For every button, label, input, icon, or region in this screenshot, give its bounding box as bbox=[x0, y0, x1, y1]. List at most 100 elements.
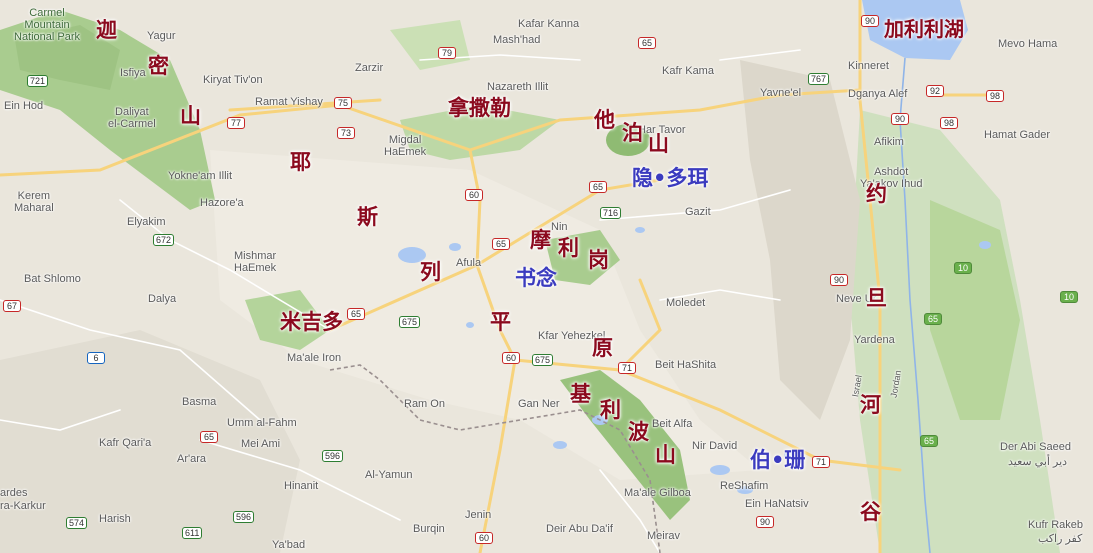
road-shield: 596 bbox=[322, 450, 344, 462]
road-shield: 90 bbox=[891, 113, 909, 125]
place-deir-abu-daif: Deir Abu Da'if bbox=[546, 523, 613, 535]
place-ardes: ardes bbox=[0, 487, 28, 499]
place-nin: Nin bbox=[551, 221, 568, 233]
road-shield: 65 bbox=[347, 308, 365, 320]
place-afikim: Afikim bbox=[874, 136, 904, 148]
road-shield: 675 bbox=[399, 316, 421, 328]
road-shield: 721 bbox=[27, 75, 49, 87]
annotation-gilboa: 利 bbox=[600, 398, 621, 422]
annotation-jordan-valley: 河 bbox=[860, 393, 881, 417]
place-mishmar-haemek: Mishmar HaEmek bbox=[234, 250, 277, 274]
road-shield: 73 bbox=[337, 127, 355, 139]
place-yokneam: Yokne'am Illit bbox=[168, 170, 233, 182]
place-ramat-yishay: Ramat Yishay bbox=[255, 96, 323, 108]
annotation-moreh: 岗 bbox=[588, 248, 609, 272]
place-mashhad: Mash'had bbox=[493, 34, 541, 46]
annotation-jezreel: 平 bbox=[490, 310, 511, 334]
place-hamat-gader: Hamat Gader bbox=[984, 129, 1051, 141]
road-shield: 65 bbox=[492, 238, 510, 250]
annotation-carmel: 山 bbox=[180, 104, 201, 128]
road-shield: 65 bbox=[924, 313, 942, 325]
annotation-moreh: 摩 bbox=[530, 228, 551, 252]
place-harish: Harish bbox=[99, 513, 131, 525]
place-mevo-hama: Mevo Hama bbox=[998, 38, 1058, 50]
place-yardena: Yardena bbox=[854, 334, 895, 346]
place-kerem-maharal: Kerem Maharal bbox=[14, 190, 54, 214]
annotation-gilboa: 山 bbox=[655, 443, 676, 467]
annotation-endor: 隐•多珥 bbox=[632, 166, 709, 190]
road-shield: 98 bbox=[940, 117, 958, 129]
road-shield: 60 bbox=[475, 532, 493, 544]
place-gazit: Gazit bbox=[685, 206, 711, 218]
annotation-bethshan: 伯•珊 bbox=[750, 448, 806, 472]
place-har-tavor: Har Tavor bbox=[638, 124, 686, 136]
place-nir-david: Nir David bbox=[692, 440, 738, 452]
road-shield: 10 bbox=[1060, 291, 1078, 303]
road-shield: 98 bbox=[986, 90, 1004, 102]
place-moledet: Moledet bbox=[666, 297, 706, 309]
place-kufr-rakeb-ar: كفر راكب bbox=[1038, 533, 1083, 545]
place-ashdot: Ashdot Ya'akov Ihud bbox=[860, 166, 923, 190]
annotation-shunem: 书念 bbox=[515, 266, 557, 290]
annotation-jordan-valley: 约 bbox=[866, 182, 887, 206]
annotation-jezreel: 斯 bbox=[357, 205, 378, 229]
road-shield: 79 bbox=[438, 47, 456, 59]
place-carmel-national-park: Carmel Mountain National Park bbox=[14, 7, 81, 43]
annotation-jezreel: 原 bbox=[592, 336, 613, 360]
place-hinanit: Hinanit bbox=[284, 480, 319, 492]
place-maale-iron: Ma'ale Iron bbox=[287, 352, 342, 364]
place-dganya-alef: Dganya Alef bbox=[848, 88, 908, 100]
road-shield: 65 bbox=[920, 435, 938, 447]
place-jenin: Jenin bbox=[465, 509, 492, 521]
road-shield: 90 bbox=[830, 274, 848, 286]
road-shield: 75 bbox=[334, 97, 352, 109]
place-kinneret: Kinneret bbox=[848, 60, 889, 72]
place-burqin: Burqin bbox=[413, 523, 445, 535]
place-basma: Basma bbox=[182, 396, 217, 408]
annotation-moreh: 利 bbox=[558, 236, 579, 260]
place-maale-gilboa: Ma'ale Gilboa bbox=[624, 487, 691, 499]
road-shield: 90 bbox=[756, 516, 774, 528]
road-shield: 10 bbox=[954, 262, 972, 274]
place-daliyat: Daliyat el-Carmel bbox=[108, 106, 156, 130]
annotation-jordan-valley: 旦 bbox=[866, 286, 887, 310]
annotation-tabor: 山 bbox=[648, 132, 669, 156]
road-shield: 67 bbox=[3, 300, 21, 312]
place-nazareth-illit: Nazareth Illit bbox=[487, 81, 549, 93]
place-mei-ami: Mei Ami bbox=[241, 438, 281, 450]
place-umm-al-fahm: Umm al-Fahm bbox=[227, 417, 297, 429]
road-shield: 6 bbox=[87, 352, 105, 364]
place-kfar-yehezkel: Kfar Yehezkel bbox=[538, 330, 606, 342]
annotation-gilboa: 基 bbox=[570, 382, 591, 406]
annotation-gilboa: 波 bbox=[628, 420, 649, 444]
road-shield: 611 bbox=[182, 527, 203, 539]
road-shield: 767 bbox=[808, 73, 830, 85]
place-reshafim: ReShafim bbox=[720, 480, 769, 492]
place-hazorea: Hazore'a bbox=[200, 197, 244, 209]
road-shield: 675 bbox=[532, 354, 554, 366]
place-ein-hanatsiv: Ein HaNatsiv bbox=[745, 498, 809, 510]
road-shield: 71 bbox=[618, 362, 636, 374]
annotation-tabor: 泊 bbox=[622, 121, 643, 145]
annotation-carmel: 密 bbox=[148, 54, 169, 78]
place-elyakim: Elyakim bbox=[127, 216, 166, 228]
place-isfiya: Isfiya bbox=[120, 67, 146, 79]
place-ein-hod: Ein Hod bbox=[4, 100, 44, 112]
place-kafr-qaria: Kafr Qari'a bbox=[99, 437, 152, 449]
road-shield: 60 bbox=[502, 352, 520, 364]
place-migdal-haemek: Migdal HaEmek bbox=[384, 134, 427, 158]
place-meirav: Meirav bbox=[647, 530, 681, 542]
place-gan-ner: Gan Ner bbox=[518, 398, 560, 410]
place-dalya: Dalya bbox=[148, 293, 177, 305]
place-yagur: Yagur bbox=[147, 30, 176, 42]
annotation-sea-of-galilee: 加利利湖 bbox=[884, 17, 964, 41]
place-beit-hashita: Beit HaShita bbox=[655, 359, 717, 371]
annotation-nazareth: 拿撒勒 bbox=[448, 96, 511, 120]
place-beit-alfa: Beit Alfa bbox=[652, 418, 693, 430]
road-shield: 65 bbox=[638, 37, 656, 49]
road-shield: 90 bbox=[861, 15, 879, 27]
place-kiryat-tivon: Kiryat Tiv'on bbox=[203, 74, 263, 86]
road-shield: 596 bbox=[233, 511, 255, 523]
